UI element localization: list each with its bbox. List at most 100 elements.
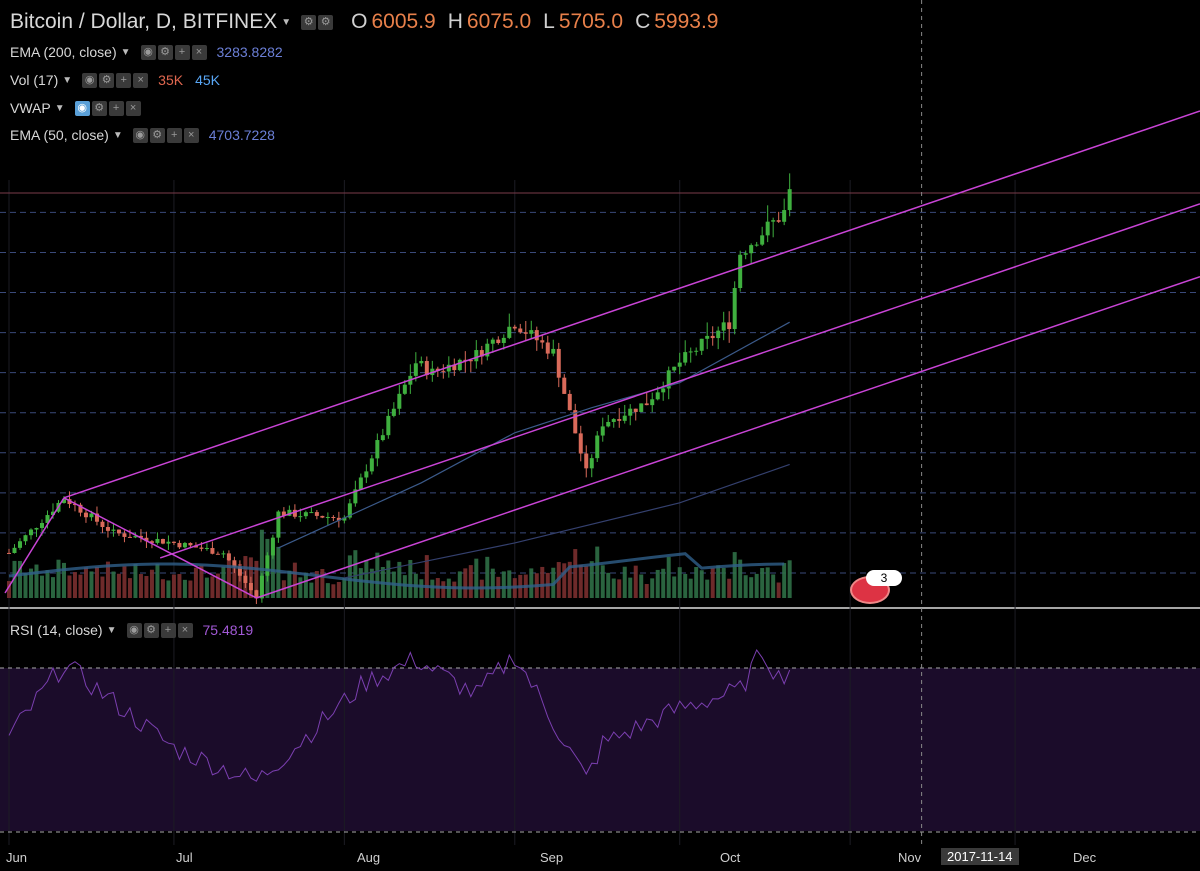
chevron-down-icon[interactable]: ▼ <box>54 102 65 114</box>
eye-icon[interactable]: ◉ <box>140 44 156 60</box>
candle-body <box>446 364 451 372</box>
plus-icon[interactable]: + <box>160 622 176 638</box>
volume-bar <box>83 567 88 598</box>
event-count-badge[interactable]: 3 <box>866 570 902 586</box>
volume-bar <box>298 577 303 598</box>
candle-body <box>122 533 127 537</box>
ema50-name[interactable]: EMA (50, close) <box>10 127 109 143</box>
symbol-legend: Bitcoin / Dollar, D, BITFINEX ▼ ⚙ ⚙ O 600… <box>10 10 718 34</box>
vol-name[interactable]: Vol (17) <box>10 72 59 88</box>
candle-body <box>677 362 682 367</box>
candle-body <box>298 516 303 518</box>
candle-body <box>556 348 561 378</box>
candle-body <box>727 322 732 330</box>
volume-bar <box>193 567 198 598</box>
close-icon[interactable]: × <box>177 622 193 638</box>
candle-body <box>265 555 270 576</box>
candle-body <box>551 348 556 354</box>
candle-body <box>133 535 138 538</box>
volume-bar <box>655 569 660 598</box>
gear-icon[interactable]: ⚙ <box>149 127 165 143</box>
volume-bar <box>699 570 704 598</box>
open-value: 6005.9 <box>371 10 436 33</box>
rsi-name[interactable]: RSI (14, close) <box>10 622 103 638</box>
x-tick-label: Jul <box>176 850 193 865</box>
plus-icon[interactable]: + <box>166 127 182 143</box>
volume-bar <box>600 565 605 598</box>
candle-body <box>683 352 688 363</box>
candle-body <box>771 220 776 222</box>
eye-icon[interactable]: ◉ <box>74 100 90 116</box>
close-value: 5993.9 <box>654 10 719 33</box>
candle-body <box>292 509 297 517</box>
gear-icon[interactable]: ⚙ <box>99 72 115 88</box>
candle-body <box>688 351 693 353</box>
gear-icon[interactable]: ⚙ <box>157 44 173 60</box>
volume-bar <box>138 574 143 598</box>
chevron-down-icon[interactable]: ▼ <box>62 74 73 86</box>
volume-bar <box>303 572 308 598</box>
ema200-line <box>344 463 790 579</box>
close-icon[interactable]: × <box>133 72 149 88</box>
candle-body <box>50 511 55 516</box>
close-label: C <box>635 10 651 33</box>
plus-icon[interactable]: + <box>116 72 132 88</box>
plus-icon[interactable]: + <box>174 44 190 60</box>
candle-body <box>325 516 330 518</box>
close-icon[interactable]: × <box>125 100 141 116</box>
gear-icon[interactable]: ⚙ <box>91 100 107 116</box>
chevron-down-icon[interactable]: ▼ <box>120 46 131 58</box>
x-tick-label: Sep <box>540 850 564 865</box>
chevron-down-icon[interactable]: ▼ <box>106 624 117 636</box>
candle-body <box>364 471 369 478</box>
close-icon[interactable]: × <box>183 127 199 143</box>
volume-bar <box>424 555 429 598</box>
candle-body <box>7 552 11 554</box>
volume-bar <box>182 579 187 598</box>
candle-body <box>111 529 116 531</box>
candle-body <box>782 210 787 222</box>
volume-bar <box>17 560 22 598</box>
gear-icon[interactable]: ⚙ <box>318 14 334 30</box>
eye-icon[interactable]: ◉ <box>132 127 148 143</box>
volume-bar <box>721 567 726 598</box>
volume-bar <box>353 550 358 598</box>
candle-body <box>39 522 44 528</box>
volume-bar <box>611 578 616 598</box>
volume-bar <box>760 568 765 598</box>
volume-bar <box>639 574 644 598</box>
candle-body <box>589 458 594 469</box>
candle-body <box>182 542 187 548</box>
chevron-down-icon[interactable]: ▼ <box>112 129 123 141</box>
volume-bar <box>160 579 165 598</box>
close-icon[interactable]: × <box>191 44 207 60</box>
ema200-name[interactable]: EMA (200, close) <box>10 44 117 60</box>
volume-bar <box>364 559 369 598</box>
candle-body <box>699 338 704 351</box>
eye-icon[interactable]: ◉ <box>126 622 142 638</box>
volume-bar <box>468 565 473 598</box>
eye-icon[interactable]: ◉ <box>82 72 98 88</box>
candle-body <box>501 337 506 343</box>
gear-icon[interactable]: ⚙ <box>143 622 159 638</box>
plus-icon[interactable]: + <box>108 100 124 116</box>
rsi-line <box>8 648 791 782</box>
volume-bar <box>111 571 116 598</box>
gear-icon[interactable]: ⚙ <box>301 14 317 30</box>
volume-bar <box>232 562 237 598</box>
symbol-title[interactable]: Bitcoin / Dollar, D, BITFINEX <box>10 10 278 33</box>
chevron-down-icon[interactable]: ▼ <box>281 16 292 28</box>
vol-legend: Vol (17) ▼ ◉ ⚙ + × 35K 45K <box>10 72 220 88</box>
candle-body <box>397 393 402 409</box>
candle-body <box>89 513 94 518</box>
vwap-name[interactable]: VWAP <box>10 100 51 116</box>
candle-body <box>353 489 358 504</box>
candle-body <box>386 415 391 436</box>
volume-bar <box>7 581 11 598</box>
ema50-legend: EMA (50, close) ▼ ◉ ⚙ + × 4703.7228 <box>10 127 275 143</box>
candle-body <box>644 403 649 406</box>
volume-bar <box>441 581 446 598</box>
candle-body <box>534 330 539 341</box>
candle-body <box>622 415 627 421</box>
